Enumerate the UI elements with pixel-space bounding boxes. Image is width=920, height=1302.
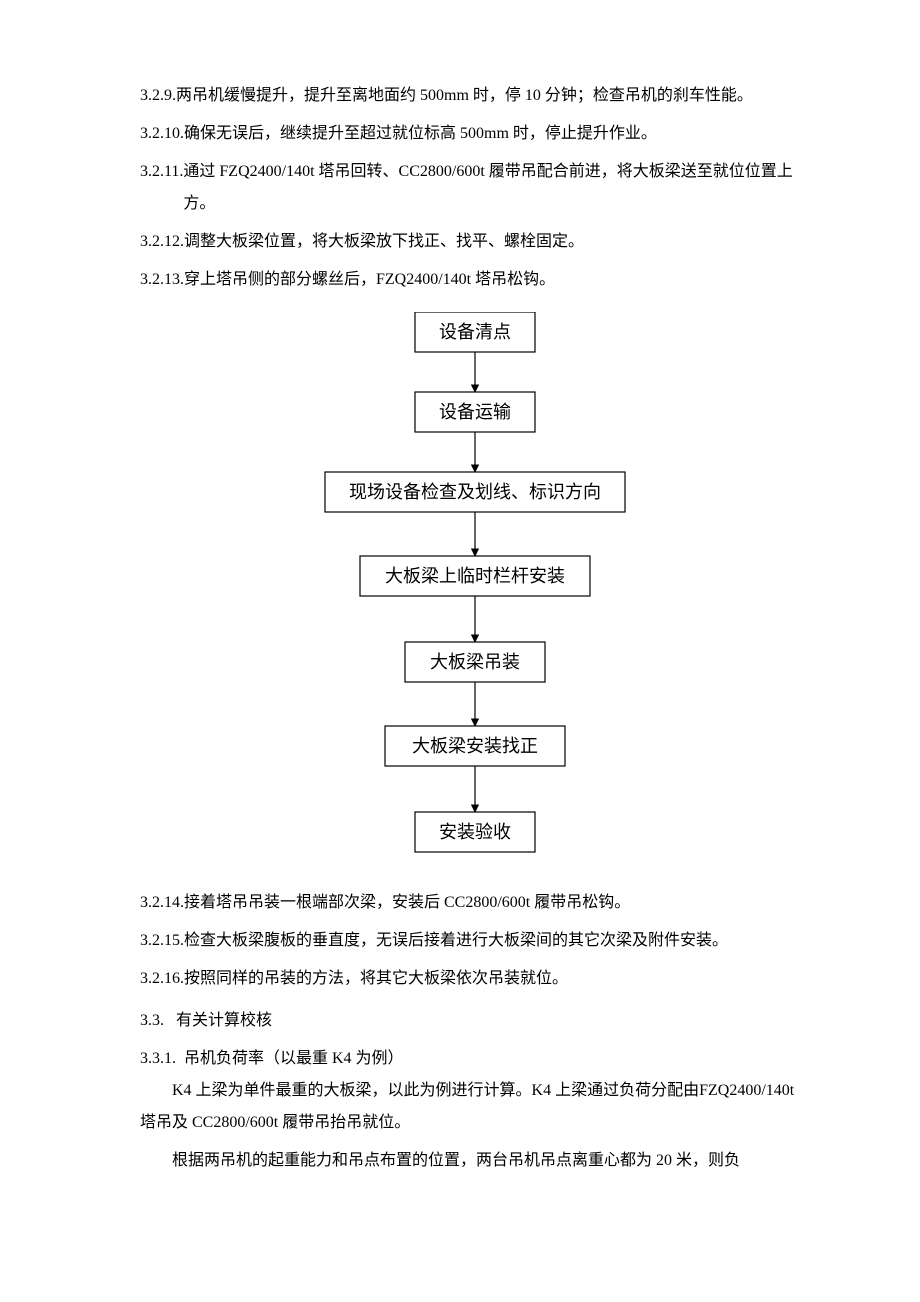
item-number: 3.2.15. [140, 925, 184, 957]
item-number: 3.2.12. [140, 226, 184, 258]
item-text: 调整大板梁位置，将大板梁放下找正、找平、螺栓固定。 [184, 226, 810, 258]
item-number: 3.2.13. [140, 264, 184, 296]
flowchart-container: 设备清点设备运输现场设备检查及划线、标识方向大板梁上临时栏杆安装大板梁吊装大板梁… [140, 312, 810, 867]
flow-node-label: 大板梁安装找正 [412, 736, 538, 756]
flow-node-label: 设备运输 [439, 402, 511, 422]
item-number: 3.2.16. [140, 963, 184, 995]
item-text: 吊机负荷率（以最重 K4 为例） [184, 1043, 810, 1075]
item-text: 穿上塔吊侧的部分螺丝后，FZQ2400/140t 塔吊松钩。 [184, 264, 810, 296]
flow-node: 现场设备检查及划线、标识方向 [325, 472, 625, 512]
flow-node-label: 安装验收 [439, 822, 511, 842]
flow-node-label: 设备清点 [439, 322, 511, 342]
item-text: 确保无误后，继续提升至超过就位标高 500mm 时，停止提升作业。 [184, 118, 810, 150]
numbered-item: 3.2.9. 两吊机缓慢提升，提升至离地面约 500mm 时，停 10 分钟；检… [140, 80, 810, 112]
numbered-item: 3.2.14. 接着塔吊吊装一根端部次梁，安装后 CC2800/600t 履带吊… [140, 887, 810, 919]
flow-node-label: 现场设备检查及划线、标识方向 [349, 482, 601, 502]
flow-node: 设备运输 [415, 392, 535, 432]
item-text: 按照同样的吊装的方法，将其它大板梁依次吊装就位。 [184, 963, 810, 995]
item-number: 3.2.9. [140, 80, 176, 112]
body-paragraph-1: K4 上梁为单件最重的大板梁，以此为例进行计算。K4 上梁通过负荷分配由FZQ2… [140, 1075, 810, 1139]
item-number: 3.2.14. [140, 887, 184, 919]
item-text: 两吊机缓慢提升，提升至离地面约 500mm 时，停 10 分钟；检查吊机的刹车性… [176, 80, 810, 112]
flow-node: 大板梁上临时栏杆安装 [360, 556, 590, 596]
item-number: 3.3.1. [140, 1043, 176, 1075]
item-text: 接着塔吊吊装一根端部次梁，安装后 CC2800/600t 履带吊松钩。 [184, 887, 810, 919]
item-number: 3.2.10. [140, 118, 184, 150]
flow-node: 大板梁吊装 [405, 642, 545, 682]
item-3-3-1: 3.3.1. 吊机负荷率（以最重 K4 为例） [140, 1043, 810, 1075]
flow-node-label: 大板梁上临时栏杆安装 [385, 566, 565, 586]
top-items: 3.2.9. 两吊机缓慢提升，提升至离地面约 500mm 时，停 10 分钟；检… [140, 80, 810, 296]
flow-node-label: 大板梁吊装 [430, 652, 520, 672]
flow-node: 大板梁安装找正 [385, 726, 565, 766]
section-title-text: 有关计算校核 [176, 1005, 810, 1037]
numbered-item: 3.2.10. 确保无误后，继续提升至超过就位标高 500mm 时，停止提升作业… [140, 118, 810, 150]
section-number: 3.3. [140, 1005, 164, 1037]
item-text: 检查大板梁腹板的垂直度，无误后接着进行大板梁间的其它次梁及附件安装。 [184, 925, 810, 957]
numbered-item: 3.2.15. 检查大板梁腹板的垂直度，无误后接着进行大板梁间的其它次梁及附件安… [140, 925, 810, 957]
section-3-3: 3.3. 有关计算校核 [140, 1005, 810, 1037]
item-number: 3.2.11. [140, 156, 183, 220]
flow-node: 安装验收 [415, 812, 535, 852]
flow-node: 设备清点 [415, 312, 535, 352]
page: 3.2.9. 两吊机缓慢提升，提升至离地面约 500mm 时，停 10 分钟；检… [0, 0, 920, 1302]
numbered-item: 3.2.11. 通过 FZQ2400/140t 塔吊回转、CC2800/600t… [140, 156, 810, 220]
bottom-items: 3.2.14. 接着塔吊吊装一根端部次梁，安装后 CC2800/600t 履带吊… [140, 887, 810, 995]
numbered-item: 3.2.12. 调整大板梁位置，将大板梁放下找正、找平、螺栓固定。 [140, 226, 810, 258]
numbered-item: 3.2.13. 穿上塔吊侧的部分螺丝后，FZQ2400/140t 塔吊松钩。 [140, 264, 810, 296]
flowchart: 设备清点设备运输现场设备检查及划线、标识方向大板梁上临时栏杆安装大板梁吊装大板梁… [225, 312, 725, 867]
numbered-item: 3.2.16. 按照同样的吊装的方法，将其它大板梁依次吊装就位。 [140, 963, 810, 995]
item-text: 通过 FZQ2400/140t 塔吊回转、CC2800/600t 履带吊配合前进… [183, 156, 810, 220]
body-paragraph-2: 根据两吊机的起重能力和吊点布置的位置，两台吊机吊点离重心都为 20 米，则负 [140, 1145, 810, 1177]
